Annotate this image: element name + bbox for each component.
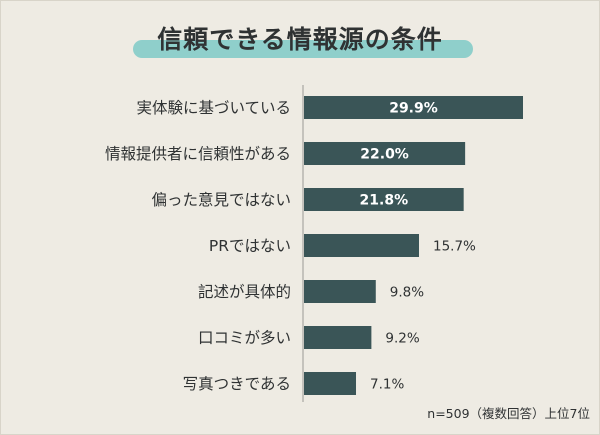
- data-label: 7.1%: [370, 377, 404, 393]
- data-label: 15.7%: [433, 239, 476, 255]
- data-label: 9.2%: [385, 331, 419, 347]
- bar-6: [304, 372, 357, 395]
- category-label: 口コミが多い: [198, 329, 291, 347]
- title-highlight: [133, 40, 473, 58]
- bar-5: [304, 326, 372, 349]
- category-label: 写真つきである: [183, 375, 291, 393]
- category-label: 情報提供者に信頼性がある: [105, 145, 291, 163]
- bar-4: [304, 280, 376, 303]
- bar-2: [304, 188, 464, 211]
- bar-1: [304, 142, 466, 165]
- bar-3: [304, 234, 419, 257]
- data-label: 22.0%: [360, 147, 409, 163]
- data-label: 21.8%: [360, 193, 409, 209]
- data-label: 9.8%: [390, 285, 424, 301]
- data-label: 29.9%: [389, 101, 438, 117]
- category-label: PRではない: [209, 237, 291, 255]
- chart-title: 信頼できる情報源の条件: [157, 25, 443, 54]
- bar-0: [304, 96, 523, 119]
- category-label: 実体験に基づいている: [136, 99, 291, 117]
- category-label: 記述が具体的: [198, 283, 291, 301]
- category-label: 偏った意見ではない: [151, 190, 291, 209]
- chart-title-area: 信頼できる情報源の条件: [0, 14, 600, 66]
- sample-note: n=509（複数回答）上位7位: [427, 406, 590, 421]
